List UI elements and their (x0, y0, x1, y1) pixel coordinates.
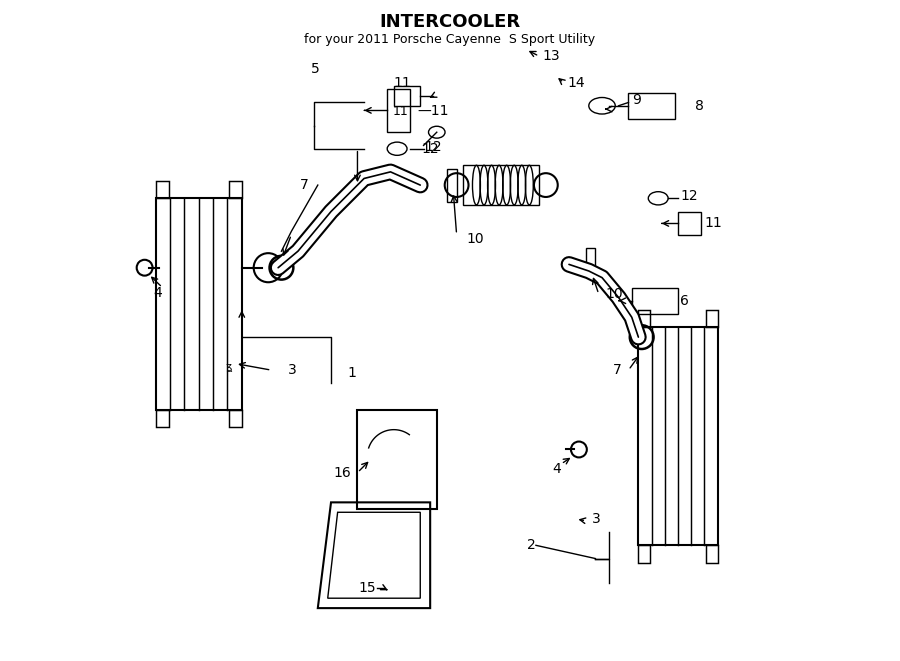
Text: 12: 12 (425, 139, 443, 154)
Text: 2: 2 (527, 538, 536, 553)
Text: 1: 1 (347, 366, 356, 381)
Text: 3: 3 (592, 512, 601, 526)
Text: 11: 11 (392, 104, 409, 118)
Text: —11: —11 (417, 104, 448, 118)
Text: 11: 11 (705, 216, 722, 231)
Text: 9: 9 (632, 93, 641, 108)
Text: ʓ: ʓ (225, 362, 232, 372)
Text: 12: 12 (680, 189, 698, 204)
Text: 4: 4 (553, 462, 562, 477)
Text: 10: 10 (466, 232, 484, 247)
Text: INTERCOOLER: INTERCOOLER (380, 13, 520, 31)
Text: 3: 3 (288, 363, 297, 377)
Text: 7: 7 (301, 178, 309, 192)
Text: 15: 15 (358, 581, 376, 596)
Text: 5: 5 (310, 62, 320, 77)
Text: for your 2011 Porsche Cayenne  S Sport Utility: for your 2011 Porsche Cayenne S Sport Ut… (304, 33, 596, 46)
Text: 7: 7 (613, 363, 622, 377)
Text: 10: 10 (606, 287, 623, 301)
Text: 14: 14 (568, 75, 585, 90)
Text: 8: 8 (695, 98, 704, 113)
Text: 6: 6 (680, 293, 688, 308)
Text: 16: 16 (333, 465, 351, 480)
Text: 11: 11 (394, 75, 411, 90)
Text: 13: 13 (543, 49, 560, 63)
Text: 12: 12 (421, 141, 439, 156)
Text: 4: 4 (154, 286, 162, 300)
